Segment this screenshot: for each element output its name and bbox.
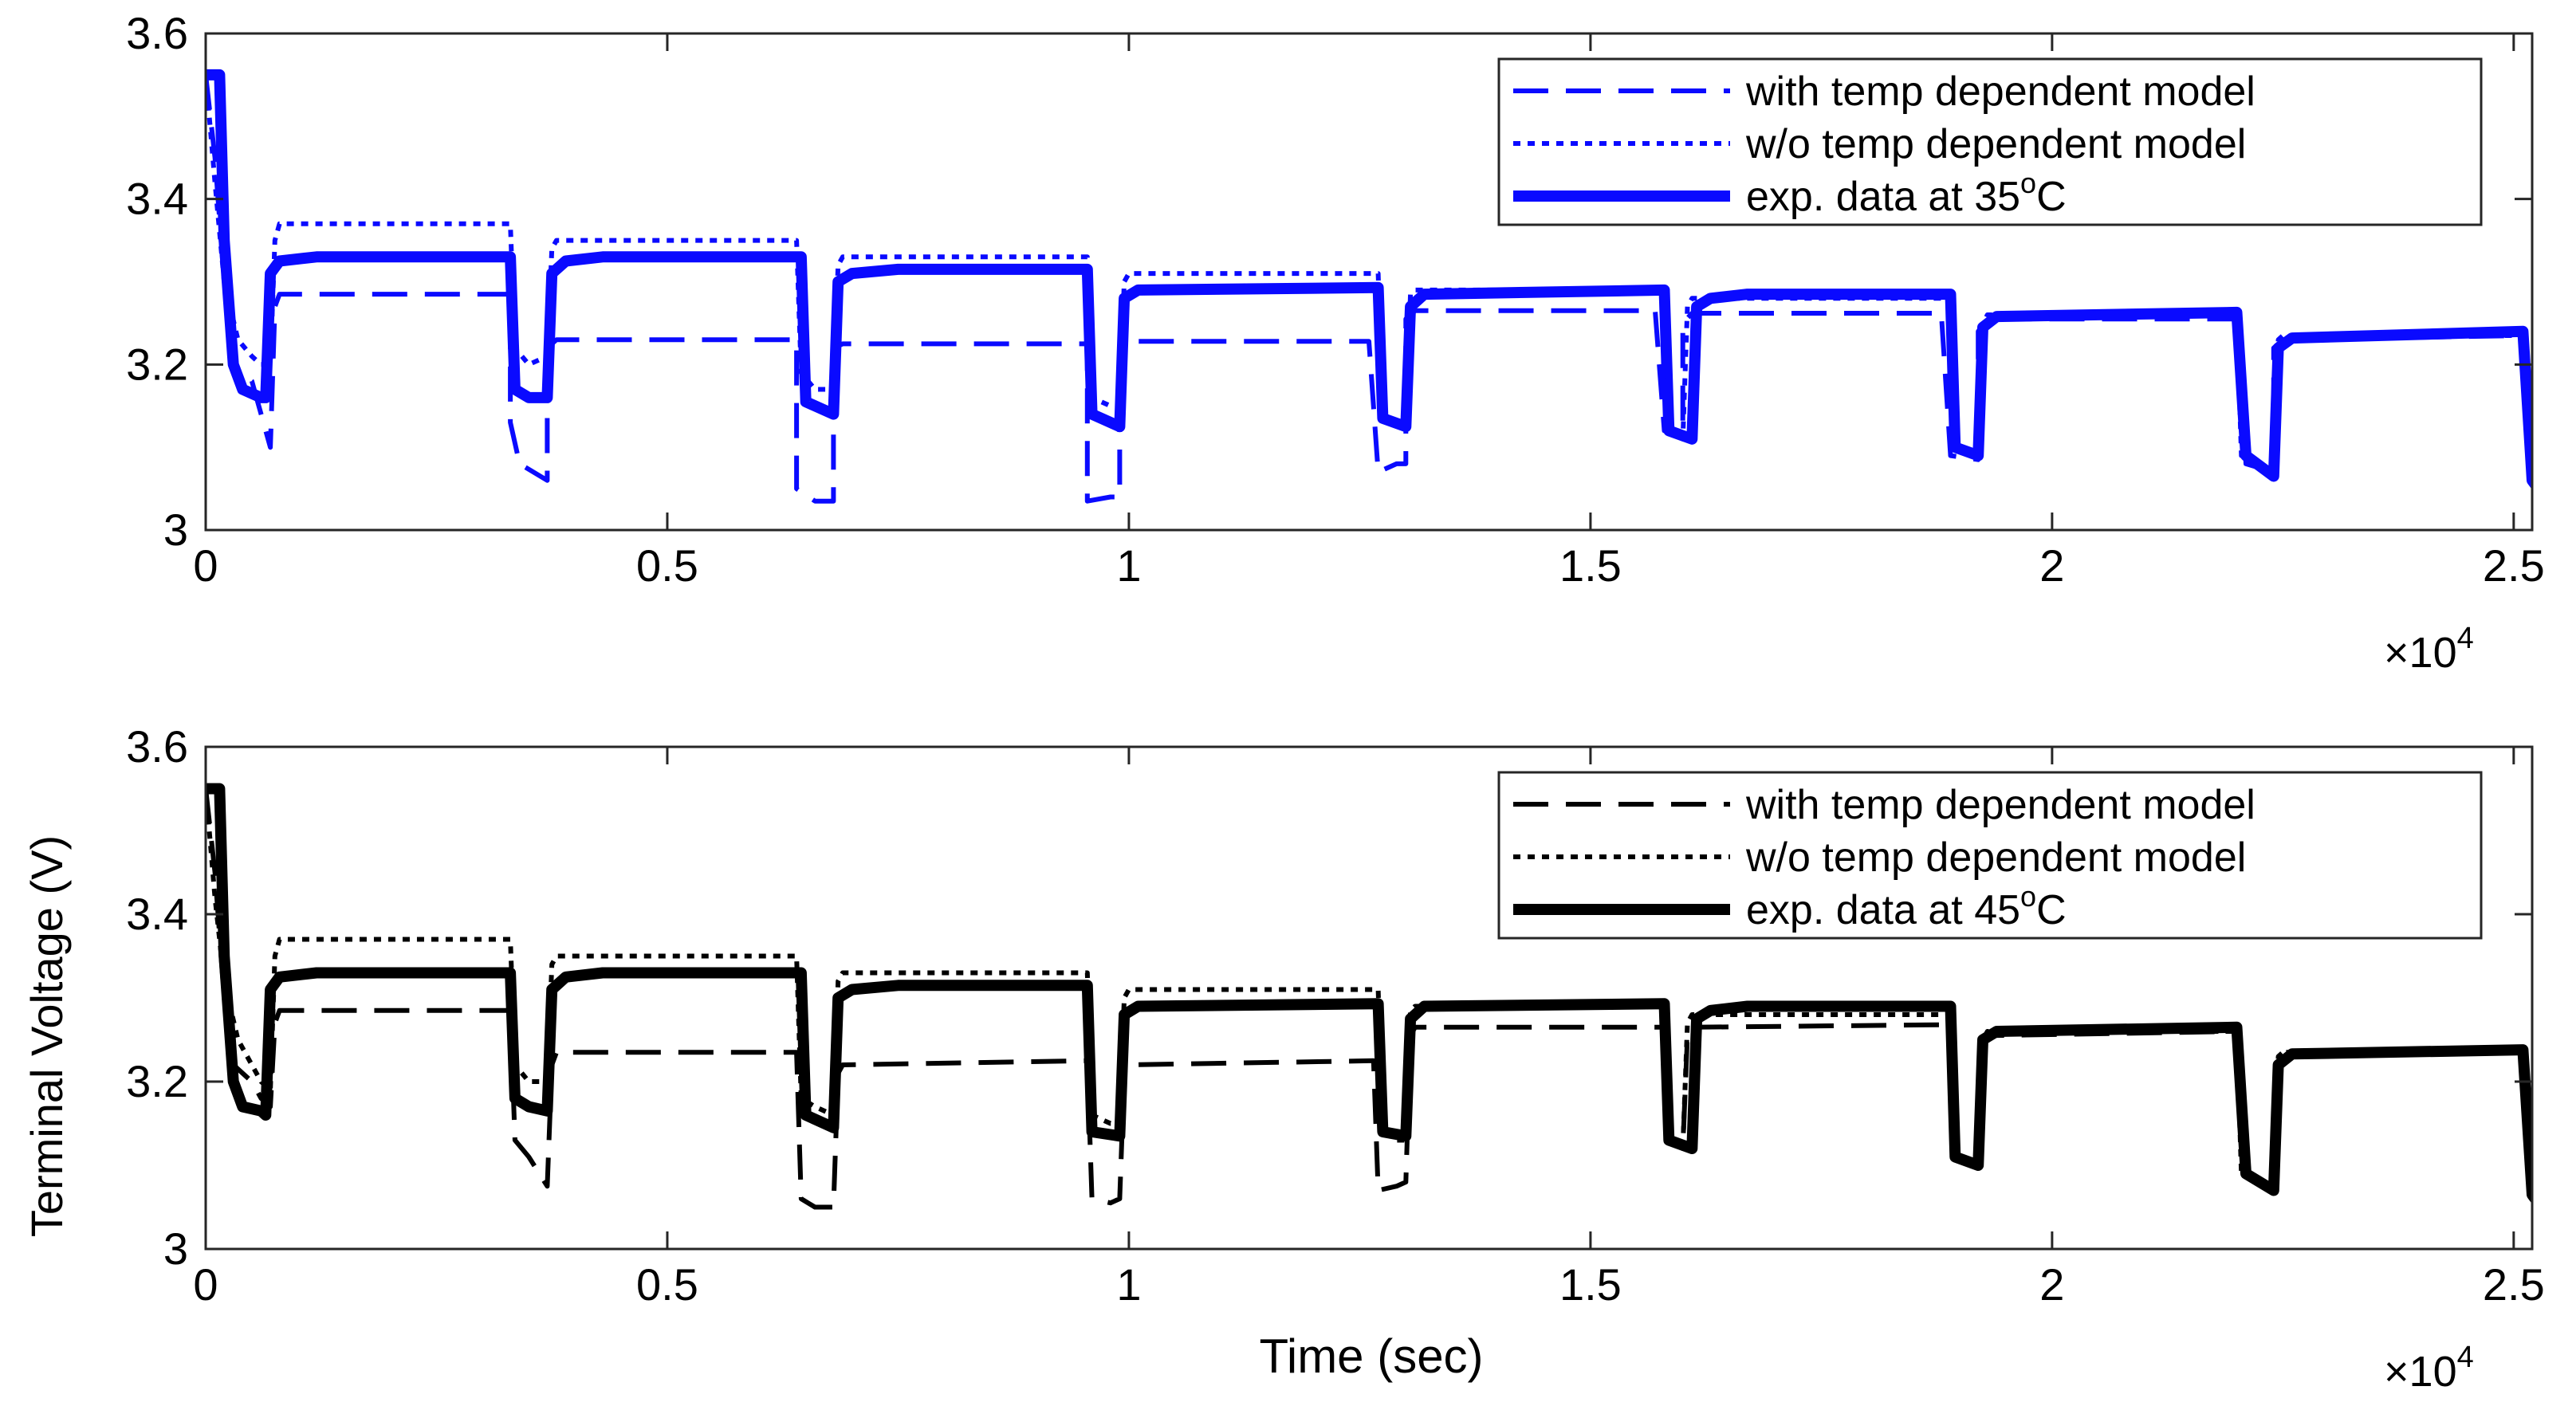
legend-entry-label: exp. data at 45oC bbox=[1746, 880, 2067, 933]
legend-entry-label: exp. data at 35oC bbox=[1746, 167, 2067, 220]
y-tick-label: 3.2 bbox=[126, 339, 188, 389]
x-tick-label: 0 bbox=[193, 1259, 218, 1310]
y-tick-label: 3.6 bbox=[126, 721, 188, 772]
x-tick-label: 0.5 bbox=[636, 540, 698, 591]
plot-area-frame bbox=[204, 32, 2534, 532]
plot-area-frame bbox=[204, 745, 2534, 1251]
legend-entry-label: with temp dependent model bbox=[1745, 782, 2255, 828]
x-tick-label: 1.5 bbox=[1559, 1259, 1622, 1310]
legend-entry-label: w/o temp dependent model bbox=[1745, 121, 2246, 167]
y-axis-label: Terminal Voltage (V) bbox=[22, 835, 72, 1237]
y-tick-label: 3 bbox=[163, 1223, 188, 1274]
series-line-dashed bbox=[206, 74, 2532, 504]
y-tick-label: 3.2 bbox=[126, 1056, 188, 1106]
x-tick-label: 1 bbox=[1116, 1259, 1141, 1310]
x-tick-label: 1.5 bbox=[1559, 540, 1622, 591]
x-tick-label: 2.5 bbox=[2483, 540, 2545, 591]
x-tick-label: 0 bbox=[193, 540, 218, 591]
x-axis-label: Time (sec) bbox=[1259, 1329, 1483, 1383]
y-tick-label: 3 bbox=[163, 505, 188, 555]
y-tick-label: 3.6 bbox=[126, 8, 188, 58]
legend-entry-label: with temp dependent model bbox=[1745, 69, 2255, 115]
x-tick-label: 2 bbox=[2039, 1259, 2064, 1310]
y-tick-label: 3.4 bbox=[126, 889, 188, 939]
series-line-dashed bbox=[206, 788, 2532, 1210]
x-tick-label: 2.5 bbox=[2483, 1259, 2545, 1310]
legend-entry-label: w/o temp dependent model bbox=[1745, 835, 2246, 881]
y-tick-label: 3.4 bbox=[126, 174, 188, 224]
x-tick-label: 1 bbox=[1116, 540, 1141, 591]
x-tick-label: 2 bbox=[2039, 540, 2064, 591]
x-tick-label: 0.5 bbox=[636, 1259, 698, 1310]
